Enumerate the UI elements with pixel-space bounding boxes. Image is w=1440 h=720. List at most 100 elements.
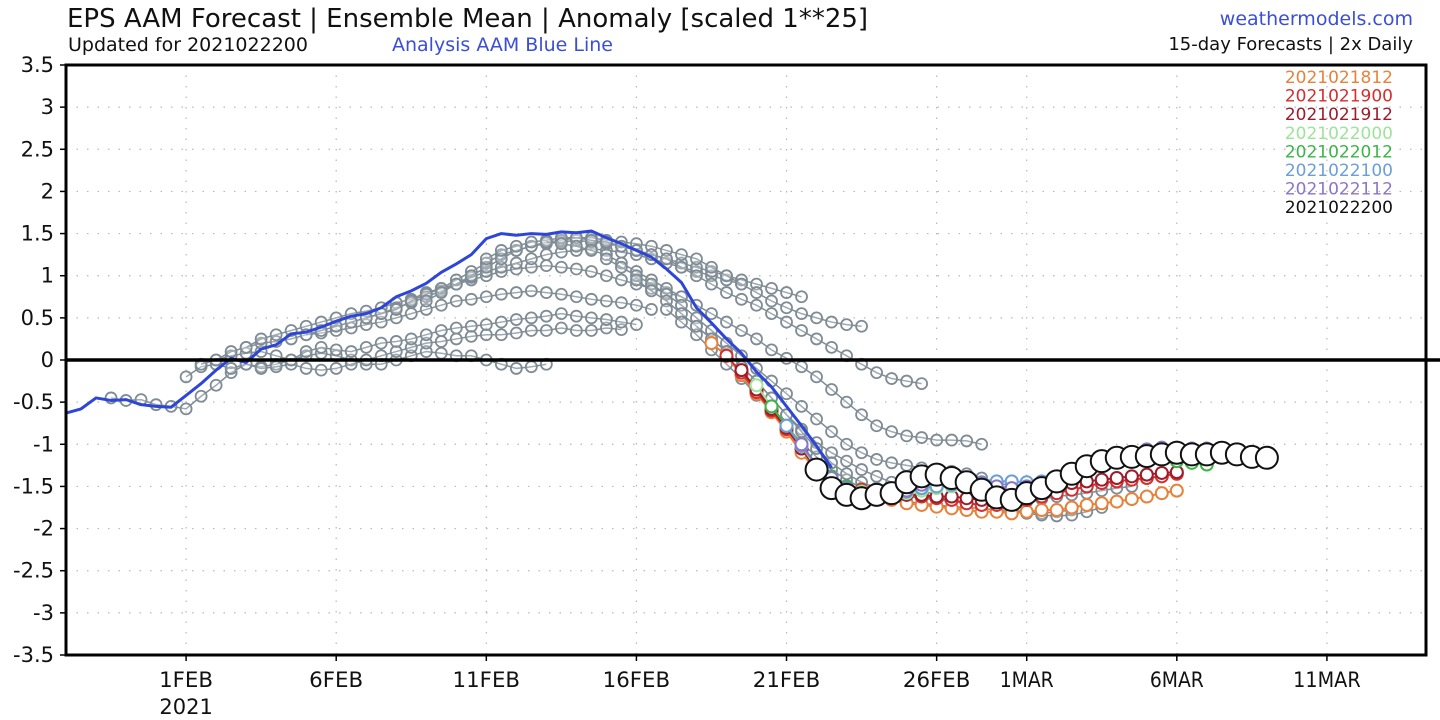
member-point <box>615 260 628 274</box>
member-point <box>479 252 493 266</box>
member-point <box>795 360 808 374</box>
member-point <box>239 340 253 354</box>
member-point <box>840 437 853 451</box>
member-point <box>314 363 328 377</box>
member-point <box>374 336 388 350</box>
member-point <box>419 294 433 308</box>
forecast-point <box>1064 500 1079 515</box>
member-point <box>690 319 703 333</box>
member-point <box>900 458 914 472</box>
member-point <box>870 453 883 466</box>
member-point <box>825 425 838 439</box>
member-point <box>539 324 553 337</box>
member-point <box>675 248 688 262</box>
member-point <box>825 315 838 329</box>
member-point <box>464 319 478 333</box>
y-tick-label: 0.5 <box>21 306 54 330</box>
y-tick-label: -1 <box>33 432 54 456</box>
member-point <box>765 294 778 308</box>
legend-entry: 2021022112 <box>1285 180 1393 200</box>
member-point <box>224 345 238 358</box>
forecast-frequency-label: 15-day Forecasts | 2x Daily <box>1168 34 1413 55</box>
x-tick-label: 6MAR <box>1150 668 1204 692</box>
x-tick-sublabel: 2021 <box>159 695 212 719</box>
member-point <box>524 235 538 249</box>
member-point <box>840 318 853 332</box>
forecast-point <box>1079 497 1094 512</box>
analysis-line-path <box>65 229 833 469</box>
forecast-point <box>1154 465 1169 480</box>
member-point <box>750 286 763 299</box>
member-point <box>464 292 478 306</box>
member-point <box>840 467 853 481</box>
member-line <box>185 327 622 378</box>
member-point <box>630 269 643 283</box>
analysis-line <box>65 229 833 469</box>
member-point <box>344 345 358 358</box>
member-point <box>464 269 478 283</box>
member-point <box>645 303 658 316</box>
member-point <box>209 378 223 392</box>
member-point <box>705 307 718 321</box>
member-point <box>539 235 553 249</box>
member-point <box>720 286 733 299</box>
forecast-point <box>1169 483 1184 498</box>
y-tick-label: 3.5 <box>21 53 54 77</box>
member-point <box>630 318 643 332</box>
site-link[interactable]: weathermodels.com <box>1219 8 1413 30</box>
y-tick-label: 0 <box>41 348 54 372</box>
y-tick-label: -2.5 <box>13 559 54 583</box>
y-tick-label: -2 <box>33 517 54 541</box>
member-line <box>200 312 637 365</box>
forecast-point <box>1019 504 1034 519</box>
member-point <box>945 433 959 447</box>
member-point <box>449 277 463 291</box>
member-point <box>750 298 763 312</box>
member-point <box>554 307 568 321</box>
y-tick-label: -3 <box>33 601 54 625</box>
member-line <box>110 350 547 410</box>
member-point <box>735 324 748 337</box>
member-point <box>720 269 733 283</box>
member-point <box>554 287 568 301</box>
member-point <box>494 315 508 329</box>
forecast-series <box>704 336 1279 521</box>
member-point <box>509 313 523 326</box>
member-point <box>615 273 628 287</box>
member-point <box>900 429 914 443</box>
member-point <box>660 303 673 316</box>
member-point <box>509 326 523 340</box>
member-point <box>359 340 373 354</box>
x-tick-label: 11MAR <box>1293 668 1361 692</box>
forecast-point <box>1109 471 1124 485</box>
member-point <box>960 434 974 448</box>
member-point <box>224 366 238 380</box>
member-point <box>524 311 538 325</box>
member-point <box>404 332 418 346</box>
member-point <box>599 269 613 283</box>
legend-entry: 2021022012 <box>1285 142 1393 162</box>
forecast-point <box>794 437 809 452</box>
member-point <box>720 315 733 329</box>
y-tick-label: 2 <box>41 179 54 203</box>
member-point <box>735 292 748 306</box>
member-point <box>329 343 343 357</box>
x-tick-label: 6FEB <box>309 668 363 692</box>
member-point <box>900 374 914 388</box>
member-point <box>690 252 703 266</box>
legend-entry: 2021021912 <box>1285 105 1393 125</box>
member-point <box>569 309 583 323</box>
forecast-point <box>734 363 749 378</box>
member-point <box>795 399 808 413</box>
forecast-point <box>749 378 764 393</box>
member-point <box>780 315 793 329</box>
member-point <box>765 343 778 357</box>
member-point <box>224 362 238 375</box>
x-tick-label: 21FEB <box>753 668 821 692</box>
member-point <box>404 294 418 308</box>
x-tick-label: 1MAR <box>1000 668 1054 692</box>
legend-entry: 2021022100 <box>1285 161 1393 181</box>
member-point <box>870 366 883 380</box>
y-tick-label: 3 <box>41 95 54 119</box>
member-point <box>524 284 538 298</box>
